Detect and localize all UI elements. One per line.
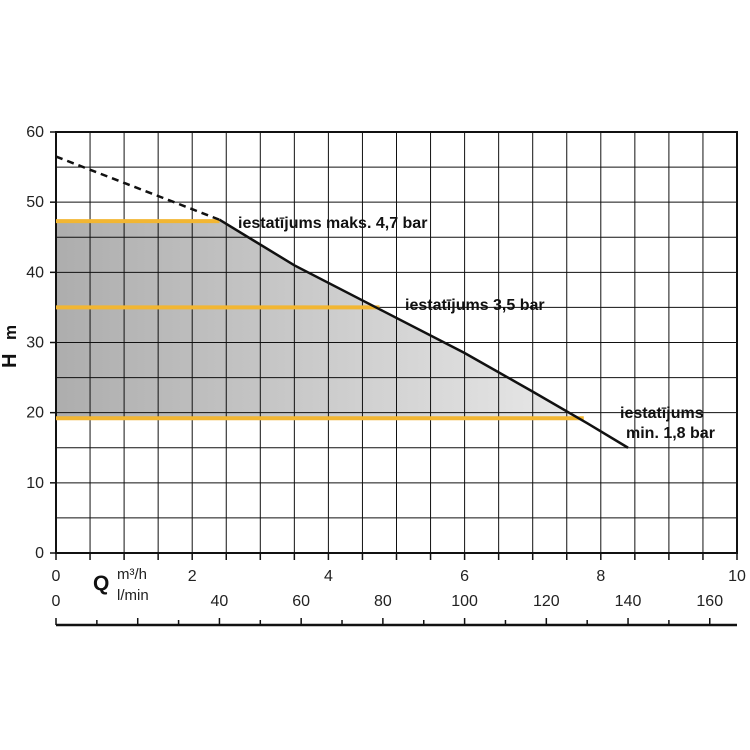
x-tick-labels: 0 2 4 6 8 100 40 60 80 100 120 140 160 xyxy=(52,568,746,627)
shaded-operating-region xyxy=(56,219,584,422)
x-tick-label-m3h: 6 xyxy=(460,568,469,585)
annotations-layer: iestatījums maks. 4,7 bar iestatījums 3,5… xyxy=(238,215,715,442)
x-tick-label-m3h: 2 xyxy=(188,568,197,585)
setting-label-2-line2: min. 1,8 bar xyxy=(626,425,715,442)
pump-curve-solid xyxy=(218,218,629,449)
x-tick-label-lmin: 80 xyxy=(374,593,392,610)
x-tick-label-lmin: 100 xyxy=(451,593,478,610)
y-tick-label: 0 xyxy=(35,545,44,562)
y-tick-label: 50 xyxy=(26,194,44,211)
x-tick-label-lmin: 40 xyxy=(211,593,229,610)
setting-lines-layer xyxy=(56,219,584,421)
y-tick-label: 40 xyxy=(26,264,44,281)
x-tick-label-m3h: 0 xyxy=(52,568,61,585)
x-tick-label-lmin: 160 xyxy=(696,593,723,610)
setting-label-2: iestatījums xyxy=(620,405,704,422)
y-axis-unit: m xyxy=(1,325,20,340)
x-tick-label-lmin: 120 xyxy=(533,593,560,610)
setting-label-1: iestatījums 3,5 bar xyxy=(405,297,545,314)
x-tick-label-m3h: 4 xyxy=(324,568,333,585)
y-tick-label: 30 xyxy=(26,335,44,352)
x-axis-title: Q xyxy=(93,572,109,595)
x-unit-top: m³/h xyxy=(117,566,147,583)
y-tick-labels: 60 50 40 30 20 10 0 xyxy=(26,124,44,562)
x-tick-label-m3h: 8 xyxy=(596,568,605,585)
x-unit-bottom: l/min xyxy=(117,587,149,604)
x-tick-label-lmin: 140 xyxy=(615,593,642,610)
shaded-operating-region-layer xyxy=(56,219,584,422)
y-tick-label: 60 xyxy=(26,124,44,141)
pump-curve-layer xyxy=(55,155,629,449)
grid-layer xyxy=(50,131,738,560)
setting-label-0: iestatījums maks. 4,7 bar xyxy=(238,215,427,232)
x-tick-label-lmin: 0 xyxy=(52,593,61,610)
x-tick-label-lmin: 60 xyxy=(292,593,310,610)
y-axis-title: H xyxy=(0,354,21,368)
y-tick-label: 20 xyxy=(26,405,44,422)
pump-curve-dashed xyxy=(55,155,220,221)
x-tick-label-m3h: 10 xyxy=(728,568,746,585)
y-tick-label: 10 xyxy=(26,475,44,492)
